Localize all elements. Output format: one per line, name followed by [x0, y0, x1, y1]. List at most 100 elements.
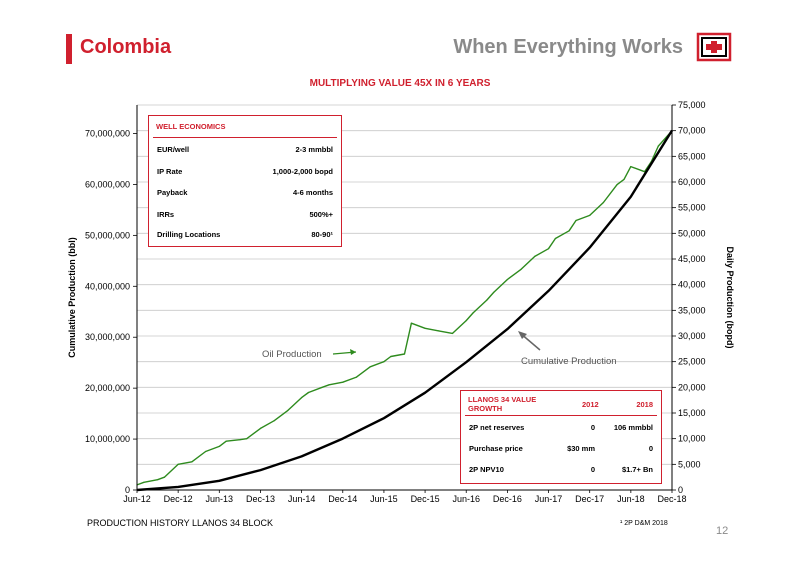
oil-production-point: [657, 145, 659, 147]
y2-tick-label: 35,000: [678, 305, 706, 315]
cumulative-production-point: [259, 469, 262, 471]
cumulative-production-point: [506, 328, 508, 330]
oil-production-point: [225, 440, 227, 442]
well-row: EUR/well 2-3 mmbbl: [157, 145, 333, 154]
cumulative-production-annotation: Cumulative Production: [521, 356, 617, 367]
x-tick-label: Dec-13: [246, 494, 275, 504]
oil-production-point: [589, 214, 591, 216]
oil-production-point: [157, 479, 159, 481]
y2-tick-label: 0: [678, 485, 683, 495]
oil-production-point: [259, 427, 262, 429]
y-tick-label: 30,000,000: [85, 332, 130, 342]
y-axis-title: Cumulative Production (bbl): [67, 237, 77, 358]
cumulative-production-line: [136, 129, 674, 492]
y-tick-label: 10,000,000: [85, 434, 130, 444]
divider: [153, 137, 337, 138]
row-value: 1,000-2,000 bopd: [272, 167, 333, 176]
y-tick-label: 20,000,000: [85, 383, 130, 393]
oil-production-point: [191, 461, 193, 463]
oil-production-point: [246, 438, 248, 440]
x-tick-label: Jun-17: [535, 494, 563, 504]
oil-production-point: [218, 445, 220, 447]
page-title: Colombia: [80, 36, 172, 58]
row-value-2018: 106 mmbbl: [613, 423, 653, 432]
oil-production-point: [465, 320, 467, 322]
well-row: Payback 4-6 months: [157, 188, 333, 197]
oil-production-point: [410, 322, 412, 324]
oil-production-point: [506, 278, 508, 281]
oil-production-point: [342, 381, 344, 383]
oil-production-point: [143, 481, 145, 483]
oil-production-point: [287, 409, 289, 411]
x-tick-label: Jun-18: [617, 494, 645, 504]
oil-production-point: [307, 391, 310, 394]
oil-production-point: [575, 219, 577, 222]
oil-production-point: [383, 361, 385, 363]
y2-tick-label: 45,000: [678, 254, 706, 264]
oil-production-point: [321, 386, 323, 388]
y-tick-label: 50,000,000: [85, 230, 130, 240]
value-row: Purchase price $30 mm 0: [469, 444, 653, 453]
company-logo-icon: [696, 32, 732, 62]
oil-production-point: [472, 312, 474, 314]
y2-tick-label: 25,000: [678, 357, 706, 367]
chart-series: [136, 129, 674, 492]
oil-production-arrowhead: [350, 349, 356, 355]
oil-production-point: [205, 450, 207, 453]
well-row: Drilling Locations 80-90¹: [157, 230, 333, 239]
oil-production-point: [424, 327, 426, 329]
x-tick-label: Dec-16: [493, 494, 522, 504]
x-tick-label: Dec-17: [575, 494, 604, 504]
y-tick-label: 0: [125, 485, 130, 495]
value-growth-title: LLANOS 34 VALUE GROWTH: [468, 395, 536, 413]
row-value-2012: $30 mm: [567, 444, 595, 453]
row-value: 2-3 mmbbl: [295, 145, 333, 154]
chart-subtitle: MULTIPLYING VALUE 45X IN 6 YEARS: [309, 78, 491, 89]
row-value-2012: 0: [590, 465, 595, 474]
cumulative-arrowhead: [518, 331, 527, 339]
cumulative-production-point: [465, 361, 467, 363]
oil-production-point: [328, 384, 330, 386]
x-tick-label: Dec-18: [657, 494, 686, 504]
oil-production-point: [534, 255, 536, 257]
oil-production-point: [273, 420, 275, 422]
cumulative-production-point: [630, 196, 632, 198]
y2-tick-label: 65,000: [678, 151, 706, 161]
x-tick-label: Jun-15: [370, 494, 398, 504]
chart-axes: 0 5,000 10,000 15,000 20,000 25,000 30,000 35,0…: [67, 100, 735, 504]
oil-production-point: [403, 353, 406, 355]
column-header-2018: 2018: [636, 400, 653, 409]
y-tick-label: 40,000,000: [85, 281, 130, 291]
oil-production-point: [602, 201, 605, 204]
y2-tick-label: 30,000: [678, 331, 706, 341]
y2-tick-label: 20,000: [678, 382, 706, 392]
oil-production-point: [486, 299, 488, 301]
x-tick-label: Dec-12: [164, 494, 193, 504]
row-label: Drilling Locations: [157, 230, 221, 239]
oil-production-point: [369, 366, 371, 368]
oil-production-line: [136, 130, 673, 486]
oil-production-point: [630, 166, 632, 168]
oil-production-point: [554, 237, 557, 240]
x-tick-label: Dec-15: [411, 494, 440, 504]
oil-production-point: [568, 230, 570, 232]
row-value-2012: 0: [590, 423, 595, 432]
column-header-2012: 2012: [582, 400, 599, 409]
y2-tick-label: 15,000: [678, 408, 706, 418]
y2-tick-label: 55,000: [678, 203, 706, 213]
row-value: 4-6 months: [292, 188, 333, 197]
footnote: ¹ 2P D&M 2018: [620, 520, 668, 527]
row-label: Purchase price: [469, 444, 523, 453]
cumulative-production-point: [218, 480, 220, 482]
cumulative-production-point: [424, 392, 426, 394]
y-tick-label: 60,000,000: [85, 179, 130, 189]
row-value-2018: $1.7+ Bn: [621, 465, 653, 474]
oil-production-point: [163, 476, 165, 478]
row-label: EUR/well: [157, 145, 190, 154]
value-growth-box: LLANOS 34 VALUE GROWTH 2012 2018 2P net …: [460, 390, 662, 484]
value-growth-title-line2: GROWTH: [468, 404, 503, 413]
cumulative-production-point: [383, 417, 385, 419]
row-value: 80-90¹: [311, 230, 333, 239]
x-tick-label: Dec-14: [328, 494, 357, 504]
